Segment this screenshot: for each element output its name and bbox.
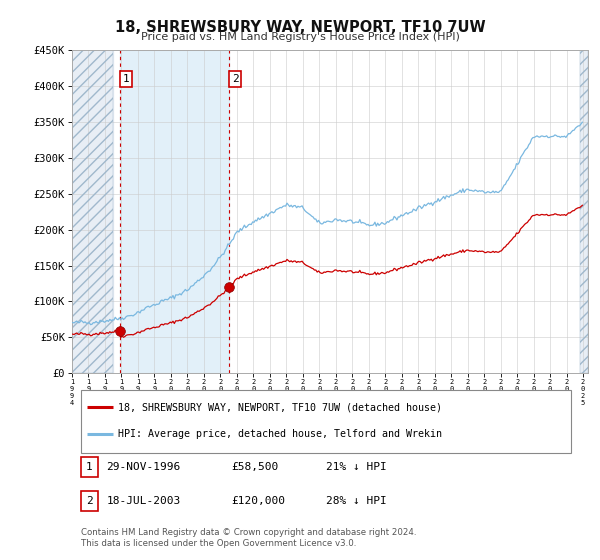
Text: 18-JUL-2003: 18-JUL-2003 [106,496,181,506]
Text: 21% ↓ HPI: 21% ↓ HPI [326,462,386,472]
Text: HPI: Average price, detached house, Telford and Wrekin: HPI: Average price, detached house, Telf… [118,430,442,440]
Text: 1: 1 [122,74,130,84]
Bar [80,457,98,478]
Text: 1: 1 [86,462,92,472]
Text: 2: 2 [86,496,92,506]
Text: Price paid vs. HM Land Registry's House Price Index (HPI): Price paid vs. HM Land Registry's House … [140,32,460,43]
Text: £58,500: £58,500 [231,462,278,472]
Bar [80,491,98,511]
Text: 29-NOV-1996: 29-NOV-1996 [106,462,181,472]
Text: 18, SHREWSBURY WAY, NEWPORT, TF10 7UW (detached house): 18, SHREWSBURY WAY, NEWPORT, TF10 7UW (d… [118,402,442,412]
Text: 2: 2 [232,74,238,84]
Text: 18, SHREWSBURY WAY, NEWPORT, TF10 7UW: 18, SHREWSBURY WAY, NEWPORT, TF10 7UW [115,20,485,35]
Bar [80,390,571,452]
Text: 28% ↓ HPI: 28% ↓ HPI [326,496,386,506]
Text: Contains HM Land Registry data © Crown copyright and database right 2024.
This d: Contains HM Land Registry data © Crown c… [80,529,416,548]
Text: £120,000: £120,000 [231,496,285,506]
